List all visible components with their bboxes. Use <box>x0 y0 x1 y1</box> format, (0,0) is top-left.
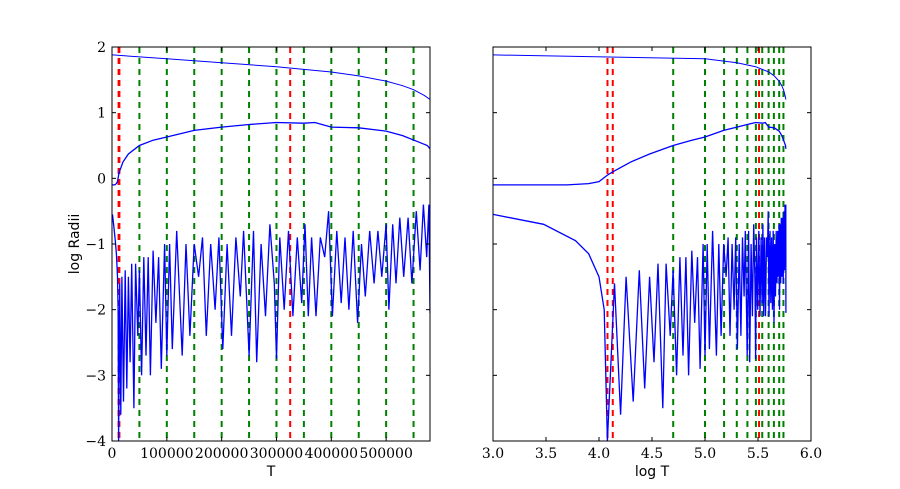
y-tick-label: −1 <box>85 237 106 253</box>
x-tick-label: 500000 <box>359 446 412 462</box>
x-tick-label: 200000 <box>195 446 248 462</box>
x-tick-label: 3.0 <box>482 446 504 462</box>
y-tick-label: −2 <box>85 303 106 319</box>
radius-series-line <box>112 121 430 186</box>
radius-series-line <box>493 204 787 441</box>
x-tick-label: 4.0 <box>588 446 610 462</box>
x-tick-label: 0 <box>108 446 117 462</box>
x-tick-label: 3.5 <box>535 446 557 462</box>
plot-area <box>493 47 787 441</box>
x-tick-label: 4.5 <box>641 446 663 462</box>
radius-series-line <box>493 54 787 100</box>
x-tick-label: 5.0 <box>694 446 716 462</box>
y-tick-label: 2 <box>97 40 106 56</box>
right-panel: 3.0 3.5 4.0 4.5 5.0 5.5 6.0 <box>482 46 822 462</box>
left-ylabel: log Radii <box>67 214 83 274</box>
y-tick-label: 1 <box>97 106 106 122</box>
radius-series-line <box>112 204 430 441</box>
x-tick-label: 300000 <box>250 446 303 462</box>
left-xlabel: T <box>266 464 276 480</box>
y-tick-label: 0 <box>97 171 106 187</box>
y-tick-label: −4 <box>85 434 106 450</box>
x-tick-label: 400000 <box>305 446 358 462</box>
left-panel: 0 100000 200000 300000 400000 500000 −4 −3 −2 −1 0… <box>85 40 431 462</box>
radius-series-line <box>112 54 430 100</box>
x-tick-label: 100000 <box>140 446 193 462</box>
right-xlabel: log T <box>635 464 670 480</box>
radius-series-line <box>493 121 787 186</box>
x-tick-label: 6.0 <box>800 446 822 462</box>
plot-area <box>112 47 430 441</box>
y-tick-label: −3 <box>85 368 106 384</box>
x-tick-label: 5.5 <box>747 446 769 462</box>
